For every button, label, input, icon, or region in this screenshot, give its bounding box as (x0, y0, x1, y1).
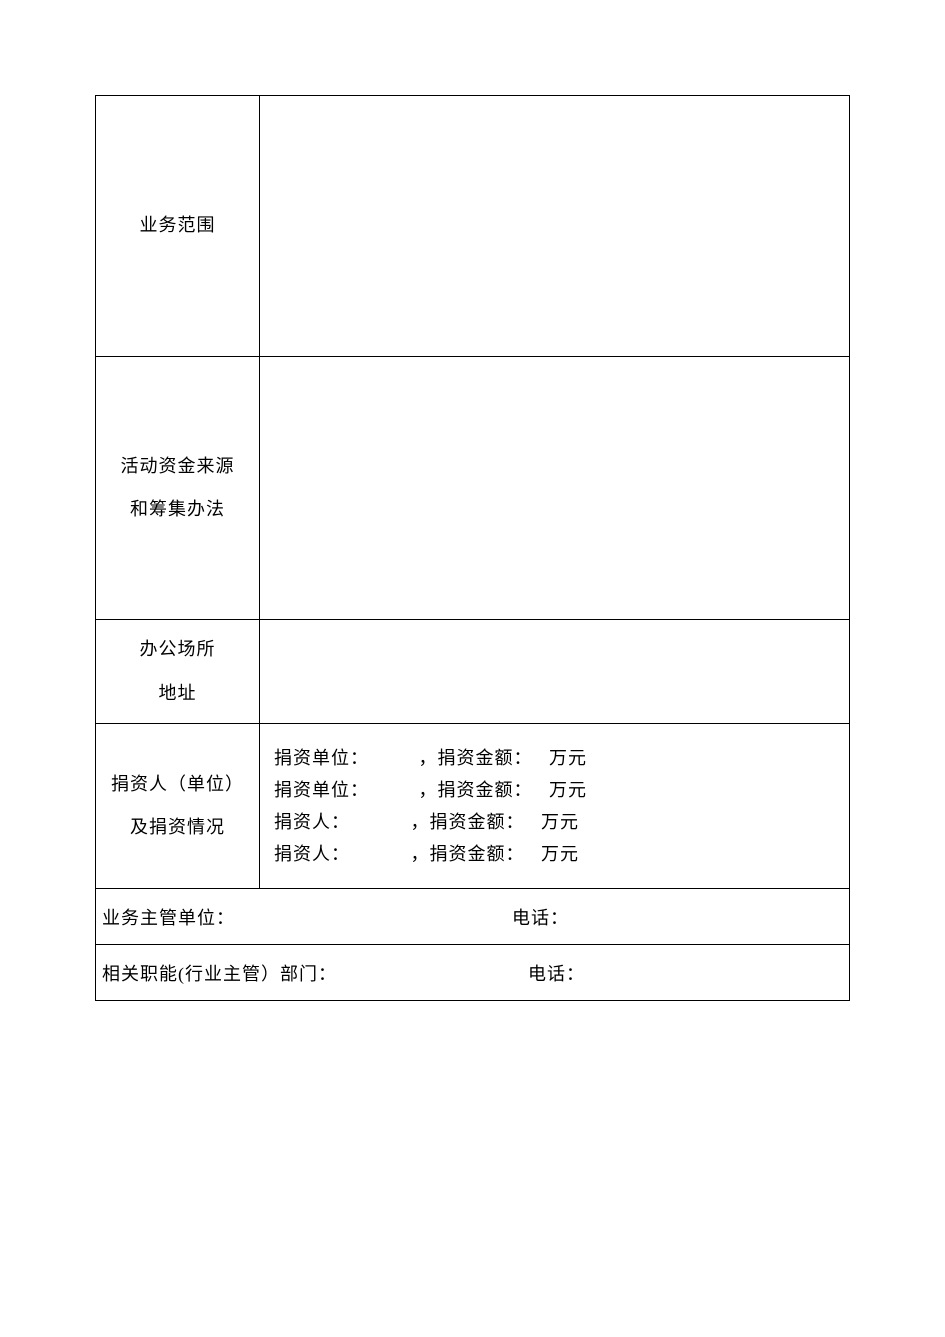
label-line1: 活动资金来源 (96, 445, 259, 488)
label-text: 业务范围 (140, 215, 216, 235)
cell-supervisor[interactable]: 业务主管单位： 电话： (96, 889, 850, 945)
label-supervisor: 业务主管单位： (102, 904, 235, 930)
row-office-address: 办公场所 地址 (96, 620, 850, 724)
label-office-address: 办公场所 地址 (96, 620, 260, 724)
donor-line-1: 捐资单位： ，捐资金额： 万元 (274, 742, 849, 774)
value-business-scope[interactable] (260, 96, 850, 357)
label-line2: 地址 (96, 672, 259, 715)
row-supervisor: 业务主管单位： 电话： (96, 889, 850, 945)
label-donor-info: 捐资人（单位） 及捐资情况 (96, 724, 260, 889)
donor-line-3: 捐资人： ，捐资金额： 万元 (274, 806, 849, 838)
row-funding-source: 活动资金来源 和筹集办法 (96, 357, 850, 620)
donor-suffix: 万元 (541, 812, 579, 832)
donor-suffix: 万元 (549, 748, 587, 768)
row-business-scope: 业务范围 (96, 96, 850, 357)
label-business-scope: 业务范围 (96, 96, 260, 357)
value-office-address[interactable] (260, 620, 850, 724)
donor-mid: ，捐资金额： (411, 844, 525, 864)
label-department: 相关职能(行业主管）部门： (102, 960, 337, 986)
form-table: 业务范围 活动资金来源 和筹集办法 办公场所 地址 捐资人（单位） 及捐资情况 (95, 95, 850, 1001)
label-line1: 捐资人（单位） (96, 763, 259, 806)
label-supervisor-phone: 电话： (512, 904, 569, 930)
donor-prefix: 捐资单位： (274, 780, 369, 800)
donor-suffix: 万元 (549, 780, 587, 800)
donor-prefix: 捐资人： (274, 844, 350, 864)
label-department-phone: 电话： (528, 960, 585, 986)
label-line1: 办公场所 (96, 628, 259, 671)
value-funding-source[interactable] (260, 357, 850, 620)
donor-suffix: 万元 (541, 844, 579, 864)
cell-department[interactable]: 相关职能(行业主管）部门： 电话： (96, 945, 850, 1001)
donor-mid: ，捐资金额： (419, 748, 533, 768)
label-line2: 和筹集办法 (96, 488, 259, 531)
label-line2: 及捐资情况 (96, 806, 259, 849)
value-donor-info[interactable]: 捐资单位： ，捐资金额： 万元 捐资单位： ，捐资金额： 万元 捐资人： ，捐资… (260, 724, 850, 889)
donor-prefix: 捐资人： (274, 812, 350, 832)
donor-prefix: 捐资单位： (274, 748, 369, 768)
label-funding-source: 活动资金来源 和筹集办法 (96, 357, 260, 620)
donor-mid: ，捐资金额： (411, 812, 525, 832)
donor-line-4: 捐资人： ，捐资金额： 万元 (274, 838, 849, 870)
donor-line-2: 捐资单位： ，捐资金额： 万元 (274, 774, 849, 806)
row-donor-info: 捐资人（单位） 及捐资情况 捐资单位： ，捐资金额： 万元 捐资单位： ，捐资金… (96, 724, 850, 889)
donor-mid: ，捐资金额： (419, 780, 533, 800)
donor-lines: 捐资单位： ，捐资金额： 万元 捐资单位： ，捐资金额： 万元 捐资人： ，捐资… (260, 724, 849, 888)
row-department: 相关职能(行业主管）部门： 电话： (96, 945, 850, 1001)
